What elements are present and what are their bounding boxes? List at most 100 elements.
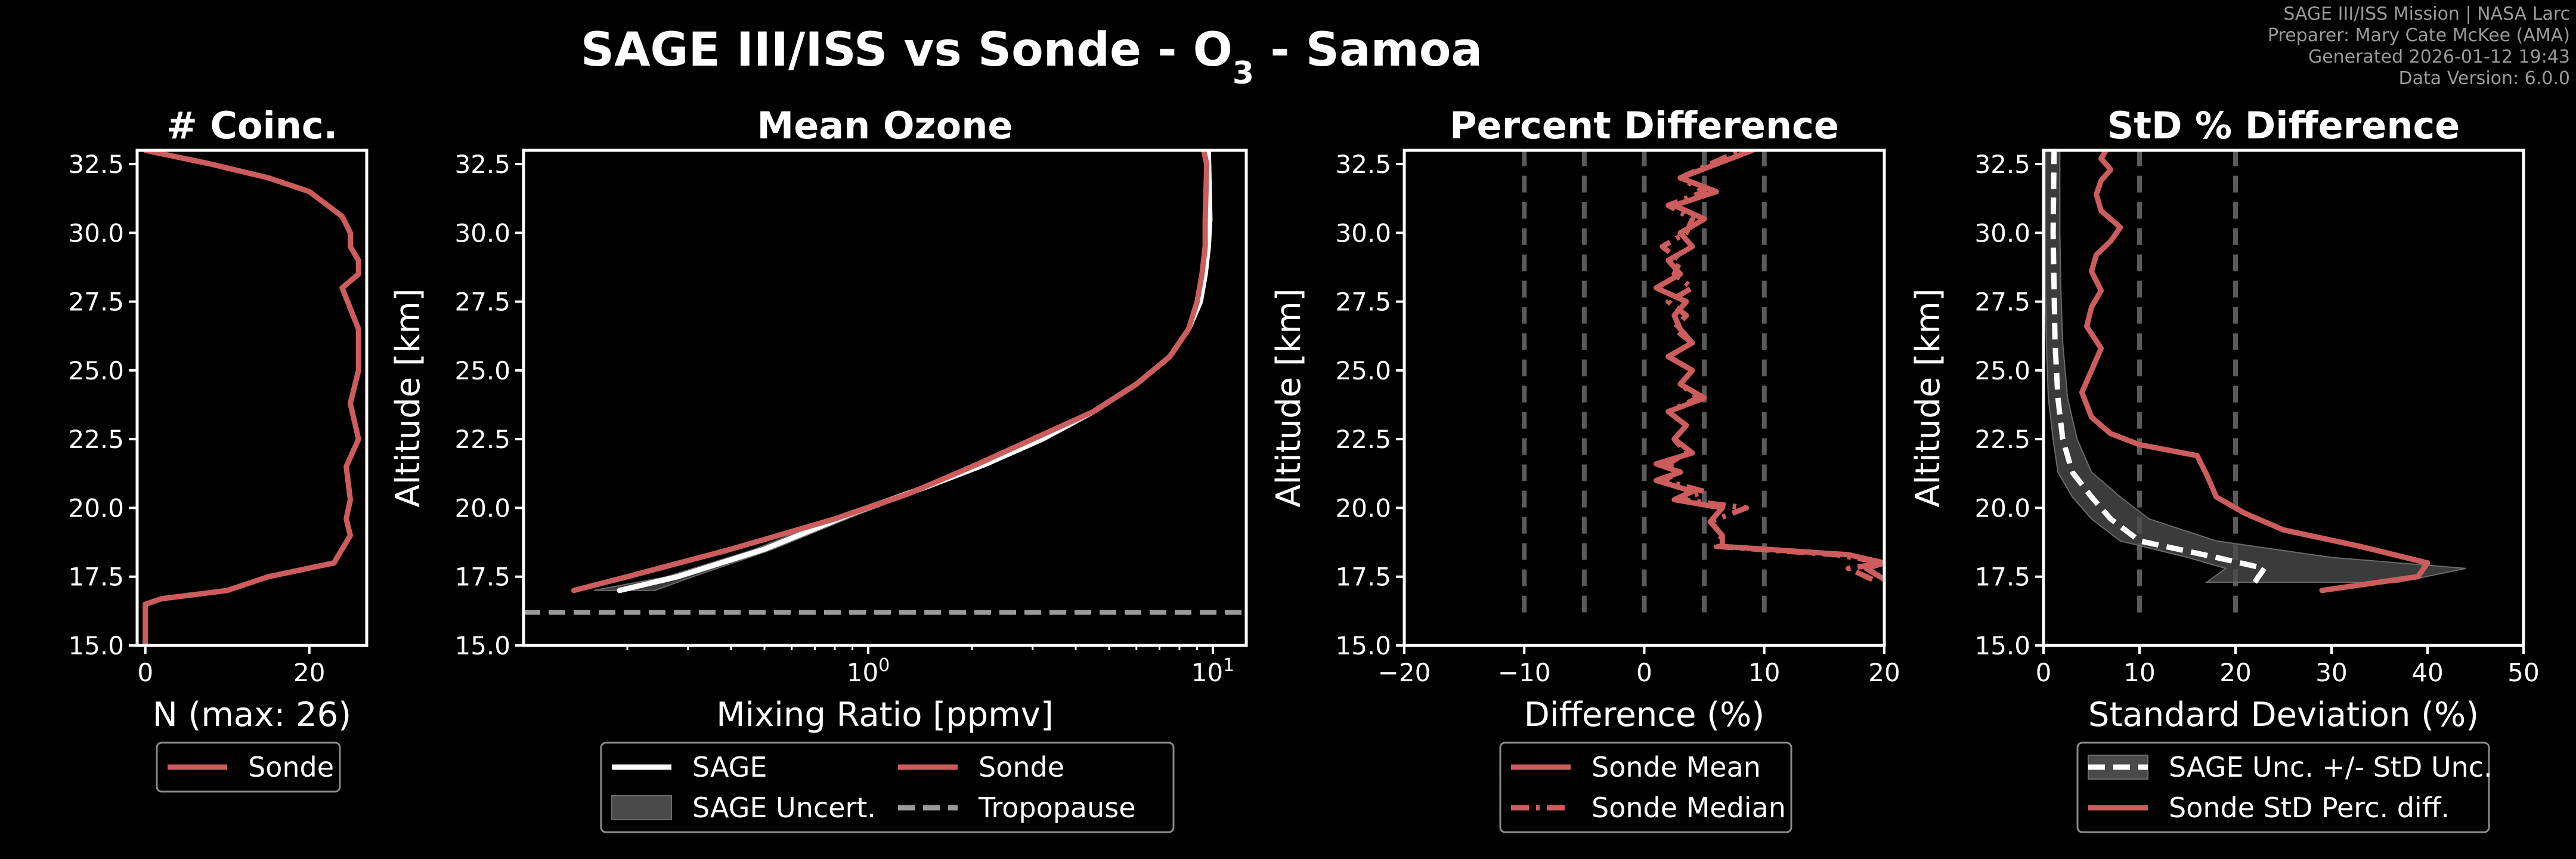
x-tick-base: 0 <box>2036 658 2052 687</box>
x-tick-base: −10 <box>1498 658 1551 687</box>
x-tick-exponent: 0 <box>878 655 890 676</box>
y-axis-label: Altitude [km] <box>1270 288 1308 507</box>
mission-label: SAGE III/ISS Mission | NASA Larc <box>2283 4 2570 24</box>
legend: Sonde <box>156 741 341 793</box>
title-prefix: SAGE III/ISS vs Sonde - O <box>581 23 1233 77</box>
x-tick-base: 20 <box>1868 658 1900 687</box>
x-tick-label: 100 <box>847 655 890 688</box>
y-tick-label: 30.0 <box>1974 218 2030 248</box>
series-sonde <box>571 150 1210 594</box>
x-tick-label: 0 <box>137 658 153 687</box>
generated-label: Generated 2026-01-12 19:43 <box>2308 47 2570 67</box>
x-tick-label: 101 <box>1191 655 1235 688</box>
x-tick-base: 20 <box>293 658 325 687</box>
y-tick-label: 20.0 <box>1974 493 2030 523</box>
x-tick-base: 10 <box>1191 658 1223 687</box>
legend-swatch <box>611 795 672 820</box>
x-tick-base: 0 <box>1636 658 1652 687</box>
preparer-label: Preparer: Mary Cate McKee (AMA) <box>2267 25 2570 46</box>
plot-area <box>524 150 1246 615</box>
metadata-block: SAGE III/ISS Mission | NASA Larc Prepare… <box>2268 4 2570 89</box>
x-tick-base: 10 <box>847 658 878 687</box>
uncertainty-band <box>2045 150 2466 583</box>
legend-frame <box>2076 741 2490 833</box>
panel-coinc: 15.0 17.5 20.0 22.5 25.0 27.5 30.0 32.5 0 20 # Coi… <box>68 104 369 793</box>
panel-title: Percent Difference <box>1450 104 1839 147</box>
y-tick-label: 25.0 <box>68 356 124 385</box>
axes-frame <box>522 149 1248 647</box>
x-tick-base: −20 <box>1378 658 1431 687</box>
legend-frame <box>156 741 341 793</box>
series-sonde-median <box>1659 150 1884 582</box>
plot-area <box>2045 150 2466 613</box>
legend-frame <box>600 741 1175 833</box>
y-tick-label: 32.5 <box>1335 150 1391 179</box>
legend-label: Sonde StD Perc. diff. <box>2169 792 2450 824</box>
legend: Sonde Mean Sonde Median <box>1499 741 1792 833</box>
x-tick-label: 0 <box>2036 658 2052 687</box>
x-axis-label: Difference (%) <box>1524 696 1764 734</box>
y-tick-label: 17.5 <box>454 563 510 592</box>
y-tick-label: 17.5 <box>1974 563 2030 592</box>
x-tick-label: −10 <box>1498 658 1551 687</box>
y-axis-label: Altitude [km] <box>1909 288 1948 507</box>
panel-std: 15.0 17.5 20.0 22.5 25.0 27.5 30.0 32.5 0 10 20 30 4… <box>1909 104 2540 833</box>
legend-label: SAGE Unc. +/- StD Unc. <box>2169 751 2493 783</box>
y-tick-label: 32.5 <box>68 150 124 179</box>
y-tick-label: 22.5 <box>1335 425 1391 454</box>
x-tick-base: 50 <box>2507 658 2539 687</box>
y-tick-label: 30.0 <box>68 218 124 248</box>
plot-area <box>1522 150 1884 613</box>
x-tick-base: 20 <box>2219 658 2251 687</box>
y-tick-label: 20.0 <box>1335 493 1391 523</box>
legend-label: Sonde Mean <box>1592 751 1761 783</box>
legend-label: Sonde <box>979 751 1064 783</box>
axes-frame <box>135 149 369 647</box>
y-tick-label: 17.5 <box>1335 563 1391 592</box>
x-tick-label: 10 <box>1748 658 1780 687</box>
y-tick-label: 32.5 <box>454 150 510 179</box>
x-axis-label: Mixing Ratio [ppmv] <box>716 696 1053 734</box>
series-sonde-mean <box>1654 150 1884 582</box>
x-axis-label: N (max: 26) <box>153 696 351 734</box>
legend: SAGE Sonde SAGE Uncert. Tropopause <box>600 741 1175 833</box>
x-tick-label: 10 <box>2123 658 2155 687</box>
x-tick-label: −20 <box>1378 658 1431 687</box>
x-tick-label: 20 <box>293 658 325 687</box>
x-tick-base: 0 <box>137 658 153 687</box>
y-tick-label: 27.5 <box>1974 288 2030 317</box>
x-tick-base: 30 <box>2315 658 2347 687</box>
y-tick-label: 22.5 <box>68 425 124 454</box>
x-tick-label: 20 <box>2219 658 2251 687</box>
panel-title: StD % Difference <box>2107 104 2460 147</box>
title-subscript: 3 <box>1233 55 1254 91</box>
y-tick-label: 27.5 <box>1335 288 1391 317</box>
y-tick-label: 27.5 <box>454 288 510 317</box>
y-tick-label: 25.0 <box>454 356 510 385</box>
legend-label: SAGE Uncert. <box>692 792 876 824</box>
legend-label: Sonde <box>248 751 334 783</box>
series-sonde-std-perc-diff- <box>2079 150 2431 594</box>
x-tick-base: 10 <box>1748 658 1780 687</box>
legend-label: SAGE <box>692 751 767 783</box>
panel-pdiff: 15.0 17.5 20.0 22.5 25.0 27.5 30.0 32.5 −20 −10 0 1… <box>1270 104 1900 833</box>
y-tick-label: 22.5 <box>454 425 510 454</box>
series-sage-unc-std-unc- <box>2050 150 2267 584</box>
x-tick-base: 10 <box>2123 658 2155 687</box>
legend-frame <box>1499 741 1792 833</box>
y-tick-label: 15.0 <box>1335 631 1391 660</box>
plots: 15.0 17.5 20.0 22.5 25.0 27.5 30.0 32.5 0 20 # Coi… <box>68 104 2540 833</box>
y-tick-label: 32.5 <box>1974 150 2030 179</box>
y-tick-label: 22.5 <box>1974 425 2030 454</box>
series-sonde <box>143 150 361 645</box>
panel-title: Mean Ozone <box>757 104 1013 147</box>
y-tick-label: 30.0 <box>454 218 510 248</box>
y-tick-label: 20.0 <box>68 493 124 523</box>
x-tick-exponent: 1 <box>1223 655 1234 676</box>
x-axis-label: Standard Deviation (%) <box>2088 696 2479 734</box>
x-tick-label: 30 <box>2315 658 2347 687</box>
y-tick-label: 17.5 <box>68 563 124 592</box>
y-tick-label: 15.0 <box>68 631 124 660</box>
series-sage <box>617 150 1213 594</box>
